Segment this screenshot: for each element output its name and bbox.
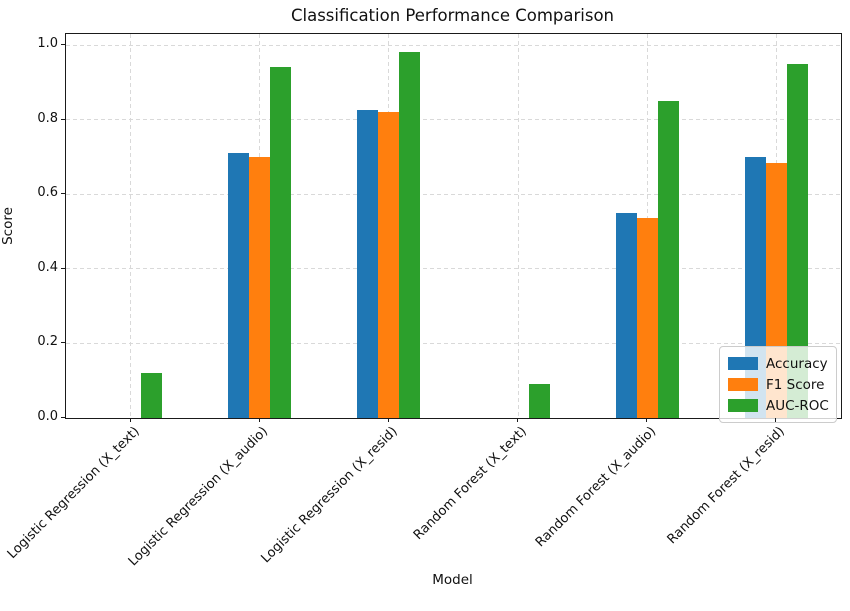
h-gridline [66,193,841,195]
legend-item: Accuracy [728,353,828,374]
h-gridline [66,342,841,344]
y-tick-label: 0.2 [37,334,58,350]
bar-auc-roc [399,52,421,418]
y-tick-label: 0.4 [37,259,58,275]
x-tick-mark [775,418,777,422]
bar-accuracy [615,212,637,418]
y-tick-mark [61,417,65,418]
x-tick-label: Random Forest (X_audio) [532,424,659,551]
legend-item-label: AUC-ROC [766,397,829,414]
y-axis-title: Score [0,207,16,245]
y-tick-mark [61,118,65,120]
h-gridline [66,268,841,270]
bar-auc-roc [270,67,292,418]
bar-auc-roc [528,384,550,418]
x-tick-label: Logistic Regression (X_audio) [126,424,272,570]
h-gridline [66,44,841,46]
x-tick-label: Random Forest (X_resid) [664,424,789,548]
legend-item: AUC-ROC [728,395,829,416]
y-tick-label: 1.0 [37,36,58,51]
bar-auc-roc [657,100,679,418]
chart-title: Classification Performance Comparison [290,6,614,25]
x-axis-title: Model [432,572,473,588]
legend-item: F1 Score [728,374,828,395]
y-tick-mark [61,193,65,195]
x-tick-mark [258,418,260,422]
y-tick-mark [61,44,65,45]
y-tick-mark [61,342,65,344]
bar-auc-roc [141,373,163,418]
bar-accuracy [357,110,379,418]
legend-item-label: F1 Score [766,376,825,393]
v-gridline [517,34,519,418]
legend-swatch [728,399,758,412]
legend-swatch [728,357,758,370]
x-tick-mark [129,418,131,422]
y-tick-label: 0.8 [37,110,58,126]
bar-auc-roc [786,63,808,418]
x-tick-label: Logistic Regression (X_text) [4,424,143,562]
y-tick-label: 0.0 [37,409,58,424]
h-gridline [66,119,841,121]
bar-f1-score [636,218,658,418]
y-tick-label: 0.6 [37,185,58,201]
v-gridline [130,34,132,418]
x-tick-label: Logistic Regression (X_resid) [258,424,401,567]
x-tick-mark [646,418,648,422]
plot-area [65,33,842,419]
x-tick-mark [517,418,519,422]
bar-f1-score [249,156,271,418]
bar-f1-score [378,112,400,418]
y-tick-mark [61,267,65,269]
x-tick-label: Random Forest (X_text) [410,424,530,543]
legend: Accuracy F1 Score AUC-ROC [719,346,837,423]
legend-swatch [728,378,758,391]
bar-accuracy [228,153,250,418]
legend-item-label: Accuracy [766,355,828,372]
x-tick-mark [387,418,389,422]
